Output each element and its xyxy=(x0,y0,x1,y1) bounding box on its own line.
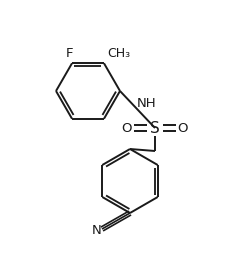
Text: O: O xyxy=(121,121,132,134)
Text: F: F xyxy=(66,47,73,60)
Text: CH₃: CH₃ xyxy=(106,47,130,60)
Text: O: O xyxy=(177,121,188,134)
Text: NH: NH xyxy=(136,97,156,110)
Text: N: N xyxy=(92,224,101,238)
Text: S: S xyxy=(149,121,159,136)
